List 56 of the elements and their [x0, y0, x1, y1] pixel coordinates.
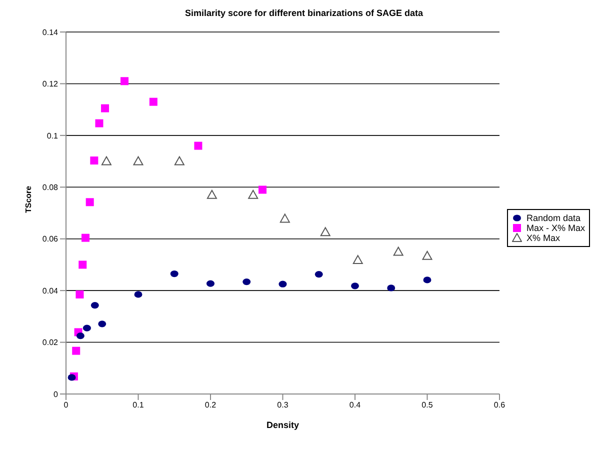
y-axis-title: TScore	[24, 185, 33, 213]
point	[90, 302, 99, 309]
point	[206, 280, 214, 287]
x-tick-label: 0.5	[422, 400, 434, 410]
point	[120, 77, 129, 86]
point	[76, 332, 84, 340]
point	[280, 214, 290, 223]
point	[206, 190, 217, 199]
point	[278, 280, 287, 288]
point	[98, 320, 106, 328]
point	[174, 156, 184, 166]
y-tick-label: 0.06	[42, 234, 59, 244]
point	[350, 282, 359, 290]
point	[86, 198, 94, 206]
x-tick-label: 0	[64, 400, 69, 410]
point	[72, 346, 80, 355]
y-tick-label: 0	[54, 390, 59, 399]
x-tick-label: 0.2	[204, 400, 217, 410]
point	[82, 234, 90, 242]
y-tick-label: 0.14	[42, 28, 59, 37]
y-tick-label: 0.02	[42, 338, 59, 348]
point	[170, 270, 178, 278]
legend-label: Random data	[526, 213, 581, 223]
point	[78, 260, 87, 269]
y-tick-label: 0.04	[42, 286, 59, 296]
point	[76, 290, 84, 298]
point	[320, 227, 330, 236]
point	[242, 278, 251, 286]
point	[95, 119, 104, 128]
point	[134, 291, 142, 298]
point	[82, 324, 91, 332]
point	[248, 190, 258, 199]
point	[422, 250, 432, 260]
y-tick-label: 0.08	[42, 182, 59, 192]
point	[90, 156, 98, 165]
x-tick-label: 0.1	[132, 400, 144, 410]
x-tick-label: 0.6	[494, 400, 506, 410]
point	[423, 276, 432, 284]
point	[314, 270, 323, 278]
y-tick-label: 0.1	[46, 131, 59, 140]
x-tick-label: 0.3	[277, 400, 289, 410]
legend-label: Max - X% Max	[526, 223, 585, 233]
point	[101, 104, 110, 112]
point	[149, 98, 158, 106]
point	[133, 156, 144, 166]
point	[194, 142, 202, 150]
point	[352, 255, 363, 264]
point	[258, 186, 267, 194]
x-axis-title: Density	[266, 420, 299, 430]
point	[101, 156, 112, 166]
x-tick-label: 0.4	[349, 400, 362, 410]
y-tick-label: 0.12	[42, 80, 59, 89]
chart-title: Similarity score for different binarizations of SAGE data	[184, 8, 424, 18]
point	[387, 284, 396, 292]
legend-label: X% Max	[526, 233, 560, 243]
point	[393, 246, 404, 256]
